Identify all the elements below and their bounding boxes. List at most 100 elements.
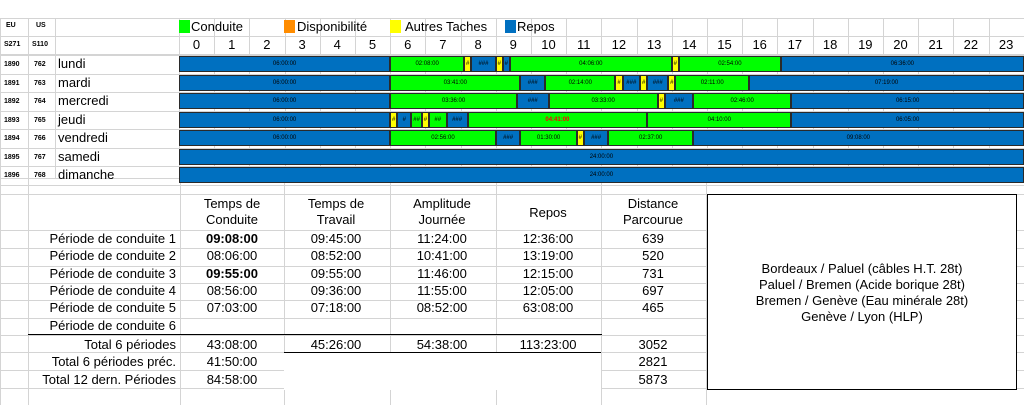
timeline-block-repos: 06:15:00: [791, 93, 1024, 109]
last12-total-distance: 5873: [638, 372, 668, 387]
timeline-block-repos: 06:00:00: [179, 56, 391, 72]
period-label: Période de conduite 2: [49, 248, 176, 263]
period-label: Période de conduite 5: [49, 300, 176, 315]
timeline-block-repos: #: [502, 56, 510, 72]
col-header-travail-1: Temps de: [307, 196, 365, 211]
day-name-dimanche: dimanche: [58, 167, 115, 182]
col-header-conduite-2: Conduite: [205, 212, 259, 227]
last12-total-conduite: 84:58:00: [206, 372, 258, 387]
day-us-code: 762: [34, 61, 46, 68]
timeline-block-conduite: 02:14:00: [545, 74, 616, 91]
day-eu-code: 1893: [4, 116, 20, 124]
col-header-travail-2: Travail: [316, 212, 356, 227]
timeline-block-conduite: 02:54:00: [678, 56, 781, 72]
day-eu-code: 1894: [4, 135, 20, 142]
timeline-block-conduite: 02:11:00: [675, 74, 750, 91]
timeline-block-repos: 24:00:00: [179, 167, 1024, 183]
timeline-block-conduite: ##: [411, 111, 422, 128]
period-conduite: 08:56:00: [206, 283, 258, 298]
hour-label-19: 19: [858, 37, 873, 52]
timeline-block-repos: ###: [495, 130, 521, 146]
timeline-block-autres: #: [421, 111, 429, 128]
total-amplitude: 54:38:00: [416, 337, 468, 352]
timeline-block-conduite: 03:36:00: [390, 93, 517, 109]
timeline-block-repos: ###: [520, 74, 546, 91]
timeline-block-repos: ###: [647, 74, 669, 91]
timeline-block-repos: ###: [622, 74, 641, 91]
s271-header: S271: [4, 41, 21, 48]
route-3: Bremen / Genève (Eau minérale 28t): [755, 293, 969, 308]
hour-label-17: 17: [787, 37, 803, 52]
hour-label-2: 2: [263, 37, 271, 52]
period-travail: 09:36:00: [310, 283, 362, 298]
period-repos: 12:05:00: [522, 283, 574, 298]
timeline-block-conduite: 02:46:00: [692, 93, 792, 109]
day-us-code: 764: [34, 98, 46, 105]
legend-label-conduite: Conduite: [191, 19, 244, 34]
legend-label-autres: Autres Taches: [405, 19, 488, 34]
period-label: Période de conduite 3: [49, 266, 176, 281]
total-conduite: 43:08:00: [206, 337, 258, 352]
timeline-block-repos: ###: [446, 111, 468, 128]
period-amplitude: 10:41:00: [416, 248, 468, 263]
legend-swatch-disponibilite: [284, 20, 295, 33]
legend-swatch-autres: [390, 20, 401, 33]
period-conduite: 09:55:00: [205, 266, 259, 281]
day-us-code: 767: [34, 153, 46, 161]
timeline-block-autres: #: [668, 74, 676, 91]
total-label: Total 6 périodes: [84, 337, 176, 352]
timeline-block-autres: #: [657, 93, 665, 109]
day-us-code: 768: [34, 172, 46, 179]
period-conduite: 07:03:00: [206, 300, 258, 315]
timeline-block-autres: #: [390, 111, 398, 128]
day-name-jeudi: jeudi: [58, 111, 86, 127]
legend-swatch-conduite: [179, 20, 190, 33]
period-distance: 731: [642, 266, 664, 281]
day-name-mardi: mardi: [58, 74, 91, 90]
day-name-mercredi: mercredi: [58, 93, 109, 108]
period-amplitude: 11:24:00: [417, 231, 467, 246]
hour-label-7: 7: [439, 37, 447, 52]
period-distance: 697: [642, 283, 664, 298]
hour-label-21: 21: [928, 37, 943, 52]
day-us-code: 763: [34, 79, 46, 87]
day-eu-code: 1896: [4, 172, 20, 179]
hour-label-4: 4: [333, 37, 341, 52]
period-repos: 12:36:00: [522, 231, 574, 246]
timeline-block-repos: 09:08:00: [692, 130, 1024, 146]
timeline-block-repos: ###: [471, 56, 496, 72]
prev-total-label: Total 6 périodes préc.: [51, 354, 176, 369]
hour-label-23: 23: [998, 37, 1014, 52]
period-repos: 12:15:00: [522, 266, 574, 281]
timeline-block-repos: ###: [516, 93, 549, 109]
period-repos: 13:19:00: [522, 248, 574, 263]
period-amplitude: 11:46:00: [417, 266, 467, 281]
col-header-distance-1: Distance: [627, 196, 679, 211]
period-travail: 09:45:00: [310, 231, 362, 246]
total-separator: [28, 334, 602, 335]
period-repos: 63:08:00: [522, 300, 574, 315]
total-distance: 3052: [638, 337, 668, 352]
timeline-block-conduite: 02:37:00: [608, 130, 693, 146]
timeline-block-autres: #: [576, 130, 584, 146]
hour-label-16: 16: [752, 37, 767, 52]
timeline-block-conduite: 03:33:00: [548, 93, 658, 109]
day-name-lundi: lundi: [58, 56, 86, 71]
timeline-block-conduite: 04:06:00: [509, 56, 672, 72]
hour-label-6: 6: [404, 37, 412, 52]
period-label: Période de conduite 4: [49, 283, 176, 298]
timeline-block-autres: #: [640, 74, 648, 91]
hour-label-14: 14: [682, 37, 697, 52]
period-travail: 09:55:00: [310, 266, 362, 281]
hour-label-0: 0: [192, 37, 201, 52]
timeline-block-repos: 06:00:00: [179, 74, 391, 91]
timeline-block-repos: 06:00:00: [179, 130, 391, 146]
timeline-block-conduite: 02:56:00: [390, 130, 496, 146]
timeline-block-conduite: 03:41:00: [390, 74, 521, 91]
prev-total-distance: 2821: [638, 354, 668, 369]
period-travail: 07:18:00: [310, 300, 362, 315]
last12-total-label: Total 12 dern. Périodes: [42, 372, 176, 387]
total-repos: 113:23:00: [519, 337, 577, 352]
timeline-block-repos: ###: [664, 93, 693, 109]
period-label: Période de conduite 1: [49, 231, 176, 246]
